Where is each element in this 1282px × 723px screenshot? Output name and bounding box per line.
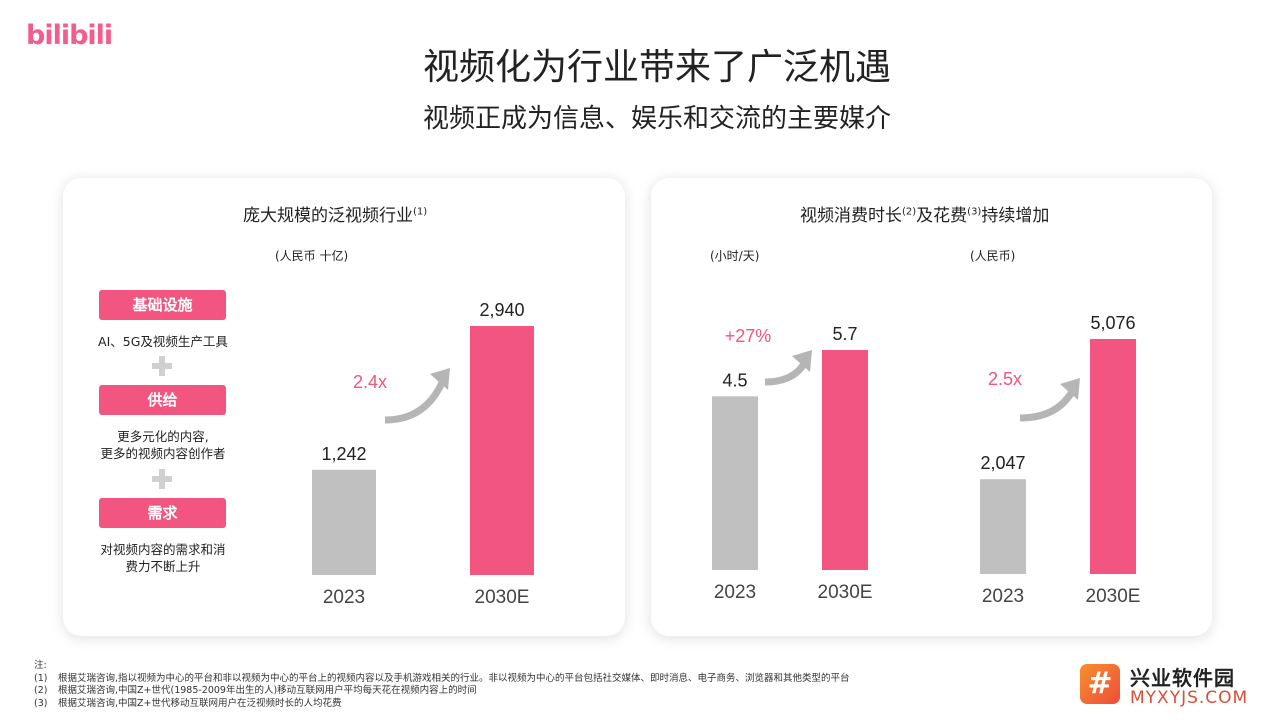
unit-label-hours: (小时/天) (710, 249, 760, 263)
growth-label: 2.5x (988, 369, 1022, 389)
bar-2030E (1090, 339, 1136, 574)
page-title: 视频化为行业带来了广泛机遇 (422, 47, 891, 88)
watermark-url: MYXYJS.COM (1130, 688, 1249, 708)
driver-supply-desc: 更多元化的内容, 更多的视频内容创作者 (100, 429, 226, 461)
note-3: (3) 根据艾瑞咨询,中国Z+世代移动互联网用户在泛视频时长的人均花费 (34, 697, 342, 709)
growth-arrow-shaft (384, 376, 448, 424)
note-2: (2) 根据艾瑞咨询,中国Z+世代(1985-2009年出生的人)移动互联网用户平… (34, 685, 477, 696)
footnotes: 注: (1) 根据艾瑞咨询,指以视频为中心的平台和非以视频为中心的平台上的视频内容… (34, 660, 850, 710)
growth-arrow-head (1060, 378, 1080, 400)
x-tick-label: 2023 (714, 582, 756, 603)
unit-label-rmb: (人民币) (970, 249, 1016, 263)
x-tick-label: 2023 (323, 587, 365, 608)
plus-icon (152, 469, 172, 489)
bar-2023 (980, 479, 1026, 574)
bar-value-label: 5,076 (1090, 313, 1135, 333)
growth-label: +27% (725, 326, 772, 346)
bar-value-label: 2,047 (980, 453, 1025, 473)
unit-label: (人民币 十亿) (275, 249, 349, 263)
driver-demand-desc: 对视频内容的需求和消 费力不断上升 (100, 542, 226, 574)
bar-value-label: 1,242 (321, 444, 366, 464)
notes-heading: 注: (34, 660, 47, 671)
plus-icon (152, 356, 172, 376)
x-tick-label: 2023 (982, 586, 1024, 607)
growth-arrow-head (792, 350, 812, 372)
footnote-ref-3: (3) (967, 206, 982, 218)
growth-arrow-shaft (1019, 386, 1078, 422)
driver-demand-pill: 需求 (99, 498, 226, 528)
page-subtitle: 视频正成为信息、娱乐和交流的主要媒介 (422, 104, 891, 134)
bilibili-logo: bilibili (26, 20, 113, 51)
driver-supply-pill: 供给 (99, 385, 226, 415)
driver-infrastructure-pill: 基础设施 (99, 290, 226, 320)
card-title-text: 庞大规模的泛视频行业 (243, 206, 413, 226)
footnote-ref-2: (2) (902, 206, 917, 218)
watch-time-chart: 4.5 2023 5.7 2030E +27% (712, 324, 873, 603)
card-title-text-2: 及花费 (916, 206, 968, 226)
bar-2030E (822, 350, 868, 570)
x-tick-label: 2030E (818, 582, 873, 603)
bar-value-label: 2,940 (479, 300, 524, 320)
industry-size-chart: 1,242 2023 2,940 2030E 2.4x (312, 300, 534, 608)
footnote-ref: (1) (413, 206, 428, 218)
bar-2030E (470, 326, 534, 575)
spending-chart: 2,047 2023 5,076 2030E 2.5x (980, 313, 1141, 607)
card-title-text-3: 持续增加 (981, 206, 1050, 226)
bar-2023 (712, 396, 758, 570)
card-title: 庞大规模的泛视频行业(1) (243, 201, 427, 226)
watermark: # 兴业软件园 MYXYJS.COM (1068, 652, 1282, 723)
bar-value-label: 4.5 (722, 370, 747, 390)
bar-2023 (312, 469, 376, 575)
x-tick-label: 2030E (475, 587, 530, 608)
growth-arrow-shaft (764, 358, 810, 386)
card-title: 视频消费时长(2)及花费(3)持续增加 (800, 201, 1049, 226)
driver-infrastructure-desc: AI、5G及视频生产工具 (98, 334, 228, 349)
x-tick-label: 2030E (1086, 586, 1141, 607)
bar-value-label: 5.7 (832, 324, 857, 344)
growth-label: 2.4x (353, 372, 387, 392)
watermark-hash-icon: # (1080, 664, 1120, 704)
growth-arrow-head (430, 368, 450, 390)
watermark-title: 兴业软件园 (1130, 666, 1235, 690)
note-1: (1) 根据艾瑞咨询,指以视频为中心的平台和非以视频为中心的平台上的视频内容以及手… (34, 672, 850, 684)
card-title-text-1: 视频消费时长 (800, 206, 902, 226)
